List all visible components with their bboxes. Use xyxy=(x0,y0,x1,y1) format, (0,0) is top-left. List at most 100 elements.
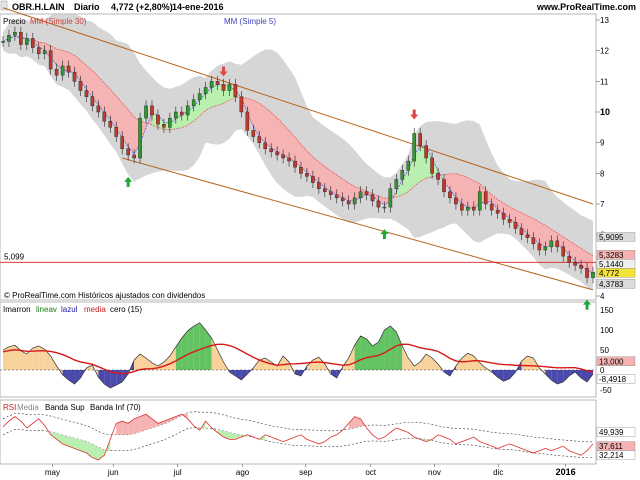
candle-body xyxy=(54,68,59,76)
macd-area-segment xyxy=(479,362,486,370)
macd-area-segment xyxy=(271,362,278,370)
macd-area-segment xyxy=(330,370,337,378)
period-label: Diario xyxy=(74,2,100,12)
price-label: 5,3283 xyxy=(599,251,624,260)
macd-y-tick-label: 100 xyxy=(600,326,614,335)
rsi-overbought-fill xyxy=(134,416,141,434)
macd-area-segment xyxy=(62,370,69,380)
macd-y-tick-label: 150 xyxy=(600,306,614,315)
candle-body xyxy=(233,84,238,97)
macd-area-segment xyxy=(277,356,284,370)
ma-cloud-segment xyxy=(38,41,45,51)
macd-area-segment xyxy=(342,358,349,370)
ma-cloud-segment xyxy=(104,82,111,121)
macd-area-segment xyxy=(432,358,439,370)
macd-area-segment xyxy=(3,346,9,370)
rsi-oversold-fill xyxy=(229,432,236,440)
candle-body xyxy=(418,133,422,146)
macd-area-segment xyxy=(414,362,421,370)
ma-cloud-segment xyxy=(295,137,301,168)
candle-body xyxy=(454,197,458,205)
x-tick-label: jul xyxy=(173,468,182,477)
macd-area-segment xyxy=(491,370,498,378)
macd-average-line xyxy=(2,343,594,375)
candle-body xyxy=(239,96,244,113)
rsi-line xyxy=(2,413,594,461)
rsi-price-label: 49,939 xyxy=(599,428,624,437)
macd-area-segment xyxy=(26,348,33,370)
candle-body xyxy=(430,157,434,174)
candle-body xyxy=(13,32,17,36)
rsi-oversold-fill xyxy=(86,441,93,458)
macd-area-segment xyxy=(557,370,564,384)
macd-panel[interactable] xyxy=(0,301,597,398)
macd-area-segment xyxy=(503,370,510,382)
macd-area-segment xyxy=(581,370,588,382)
macd-area-segment xyxy=(455,358,462,370)
macd-area-segment xyxy=(527,356,534,370)
ma30-line xyxy=(2,35,594,257)
rsi-overbought-fill xyxy=(140,414,147,432)
ma-cloud-segment xyxy=(461,175,468,208)
candle-body xyxy=(168,117,172,128)
menu-icon[interactable] xyxy=(0,0,8,11)
price-panel[interactable] xyxy=(0,13,597,301)
macd-y-tick-label: 0 xyxy=(600,366,605,375)
ma-cloud-segment xyxy=(318,161,325,188)
price-label-box xyxy=(596,232,636,242)
ma-cloud-segment xyxy=(283,124,290,158)
ma-cloud-segment xyxy=(289,130,296,163)
price-label: 5,9095 xyxy=(599,233,624,242)
sell-arrow-icon xyxy=(410,109,419,120)
x-tick-label: nov xyxy=(428,468,441,477)
x-tick-label: may xyxy=(45,468,60,477)
macd-area-segment xyxy=(86,365,93,370)
rsi-panel[interactable] xyxy=(0,399,597,465)
macd-area-segment xyxy=(169,346,176,370)
candle-body xyxy=(281,154,285,159)
macd-area-segment xyxy=(396,332,403,370)
x-tick-label: oct xyxy=(365,468,376,477)
macd-area-segment xyxy=(104,370,111,388)
macd-area-segment xyxy=(146,358,152,370)
macd-y-tick-label: 50 xyxy=(600,346,609,355)
candle-body xyxy=(549,240,554,248)
macd-area-segment xyxy=(199,322,206,370)
candle-body xyxy=(174,111,178,119)
macd-area-segment xyxy=(181,330,188,370)
candle-body xyxy=(114,127,119,137)
symbol-title: OBR.H.LAIN xyxy=(12,2,65,12)
macd-area-segment xyxy=(187,326,194,370)
ma-cloud-segment xyxy=(563,236,570,256)
macd-area-segment xyxy=(110,370,117,388)
candle-body xyxy=(495,209,500,214)
candle-body xyxy=(179,111,184,116)
candle-body xyxy=(513,222,518,229)
candle-body xyxy=(150,105,154,116)
rsi-oversold-fill xyxy=(50,431,57,440)
legend-ma30: MM (Simple 30) xyxy=(30,17,87,26)
macd-area-segment xyxy=(211,338,218,370)
candle-body xyxy=(287,157,291,162)
candle-body xyxy=(108,120,113,128)
rsi-overbought-fill xyxy=(348,416,355,430)
macd-y-tick-label: -50 xyxy=(600,386,612,395)
ma-cloud-segment xyxy=(271,112,278,152)
macd-area-segment xyxy=(205,330,212,370)
candle-body xyxy=(30,38,35,48)
channel-upper-line xyxy=(2,7,594,205)
brand-label: www.ProRealTime.com xyxy=(536,2,636,12)
candle-body xyxy=(311,176,315,183)
candle-body xyxy=(215,81,220,85)
candle-body xyxy=(442,179,446,192)
price-change: 4,772 (+2,80%) xyxy=(111,2,173,12)
candle-body xyxy=(376,200,381,208)
rsi-price-label-box xyxy=(596,427,636,437)
rsi-overbought-fill xyxy=(122,421,129,435)
candle-body xyxy=(489,203,494,211)
macd-area-segment xyxy=(229,370,236,376)
ma-cloud-segment xyxy=(259,103,266,143)
macd-area-segment xyxy=(366,338,373,370)
macd-area-segment xyxy=(551,370,558,384)
candle-body xyxy=(36,47,41,54)
